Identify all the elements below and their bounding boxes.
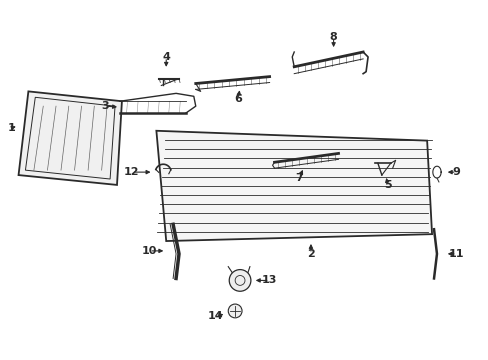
Text: 6: 6 <box>234 94 242 104</box>
Text: 7: 7 <box>295 173 303 183</box>
Text: 14: 14 <box>207 311 223 321</box>
Circle shape <box>228 304 242 318</box>
Text: 3: 3 <box>101 101 109 111</box>
Polygon shape <box>156 131 431 241</box>
Text: 10: 10 <box>142 246 157 256</box>
Text: 2: 2 <box>306 249 314 259</box>
Text: 4: 4 <box>162 52 170 62</box>
Circle shape <box>229 270 250 291</box>
Polygon shape <box>19 91 122 185</box>
Text: 11: 11 <box>448 249 464 259</box>
Text: 12: 12 <box>124 167 139 177</box>
Text: 13: 13 <box>262 275 277 285</box>
Text: 9: 9 <box>452 167 460 177</box>
Text: 8: 8 <box>329 32 337 42</box>
Text: 5: 5 <box>383 180 391 190</box>
Text: 1: 1 <box>8 123 16 133</box>
